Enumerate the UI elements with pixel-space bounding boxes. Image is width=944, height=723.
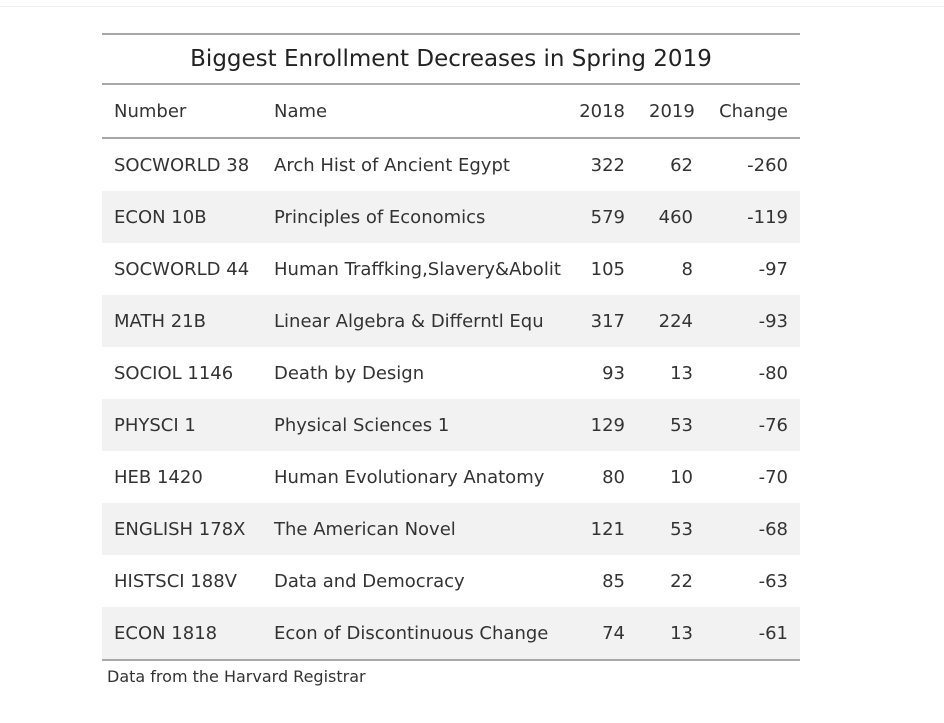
header-row: Number Name 2018 2019 Change xyxy=(102,85,800,139)
cell-2019: 62 xyxy=(670,154,693,176)
table-title: Biggest Enrollment Decreases in Spring 2… xyxy=(102,33,800,85)
cell-change: -76 xyxy=(705,399,800,451)
cell-change: -119 xyxy=(705,191,800,243)
enrollment-table-container: Biggest Enrollment Decreases in Spring 2… xyxy=(102,33,800,686)
cell-number: HEB 1420 xyxy=(114,466,203,488)
cell-change: -70 xyxy=(758,466,788,488)
cell-name: Death by Design xyxy=(274,362,425,384)
cell-2018: 80 xyxy=(602,466,625,488)
cell-2018: 85 xyxy=(602,570,625,592)
source-note: Data from the Harvard Registrar xyxy=(107,667,366,686)
cell-change: -80 xyxy=(758,362,788,384)
cell-2019: 53 xyxy=(637,503,705,555)
cell-change: -63 xyxy=(758,570,788,592)
table-row: PHYSCI 1 Physical Sciences 1 129 53 -76 xyxy=(102,399,800,451)
cell-name: Linear Algebra & Differntl Equ xyxy=(262,295,567,347)
cell-2019: 8 xyxy=(681,258,693,280)
cell-number: MATH 21B xyxy=(102,295,262,347)
cell-2018: 105 xyxy=(590,258,625,280)
table-row: SOCIOL 1146 Death by Design 93 13 -80 xyxy=(102,347,800,399)
cell-name: Econ of Discontinuous Change xyxy=(262,607,567,661)
cell-2018: 93 xyxy=(602,362,625,384)
cell-name: The American Novel xyxy=(262,503,567,555)
cell-number: PHYSCI 1 xyxy=(102,399,262,451)
column-header-number: Number xyxy=(102,85,262,139)
cell-change: -61 xyxy=(705,607,800,661)
cell-number: ECON 1818 xyxy=(102,607,262,661)
cell-name: Physical Sciences 1 xyxy=(262,399,567,451)
cell-2018: 74 xyxy=(567,607,637,661)
table-row: ECON 1818 Econ of Discontinuous Change 74 1… xyxy=(102,607,800,661)
cell-2019: 13 xyxy=(670,362,693,384)
cell-2019: 53 xyxy=(637,399,705,451)
cell-2018: 129 xyxy=(567,399,637,451)
column-header-2018: 2018 xyxy=(567,85,637,139)
cell-2019: 10 xyxy=(670,466,693,488)
cell-name: Data and Democracy xyxy=(274,570,465,592)
table-row: MATH 21B Linear Algebra & Differntl Equ 31… xyxy=(102,295,800,347)
cell-2019: 22 xyxy=(670,570,693,592)
cell-name: Human Traffking,Slavery&Abolit xyxy=(274,258,561,280)
cell-name: Principles of Economics xyxy=(262,191,567,243)
cell-2019: 13 xyxy=(637,607,705,661)
cell-number: HISTSCI 188V xyxy=(114,570,237,592)
cell-name: Human Evolutionary Anatomy xyxy=(274,466,545,488)
cell-2019: 460 xyxy=(637,191,705,243)
column-header-2019: 2019 xyxy=(637,85,705,139)
cell-change: -68 xyxy=(705,503,800,555)
table-row: ENGLISH 178X The American Novel 121 53 -68 xyxy=(102,503,800,555)
column-header-name: Name xyxy=(262,85,567,139)
cell-change: -93 xyxy=(705,295,800,347)
cell-change: -260 xyxy=(747,154,788,176)
cell-2019: 224 xyxy=(637,295,705,347)
cell-number: ENGLISH 178X xyxy=(102,503,262,555)
cell-2018: 322 xyxy=(590,154,625,176)
table-row: SOCWORLD 44 Human Traffking,Slavery&Aboli… xyxy=(102,243,800,295)
cell-change: -97 xyxy=(758,258,788,280)
cell-number: SOCWORLD 38 xyxy=(114,154,250,176)
table-row: SOCWORLD 38 Arch Hist of Ancient Egypt 322… xyxy=(102,138,800,191)
cell-number: SOCWORLD 44 xyxy=(114,258,250,280)
cell-number: SOCIOL 1146 xyxy=(114,362,234,384)
table-body: SOCWORLD 38 Arch Hist of Ancient Egypt 322… xyxy=(102,138,800,661)
cell-2018: 121 xyxy=(567,503,637,555)
cell-2018: 317 xyxy=(567,295,637,347)
table-row: HEB 1420 Human Evolutionary Anatomy 80 10 -7… xyxy=(102,451,800,503)
cell-2018: 579 xyxy=(567,191,637,243)
table-row: ECON 10B Principles of Economics 579 460 -11… xyxy=(102,191,800,243)
enrollment-table: Number Name 2018 2019 Change SOCWORLD 38… xyxy=(102,85,800,661)
top-divider xyxy=(0,6,944,7)
column-header-change: Change xyxy=(705,85,800,139)
cell-number: ECON 10B xyxy=(102,191,262,243)
cell-name: Arch Hist of Ancient Egypt xyxy=(274,154,510,176)
table-row: HISTSCI 188V Data and Democracy 85 22 -63 xyxy=(102,555,800,607)
